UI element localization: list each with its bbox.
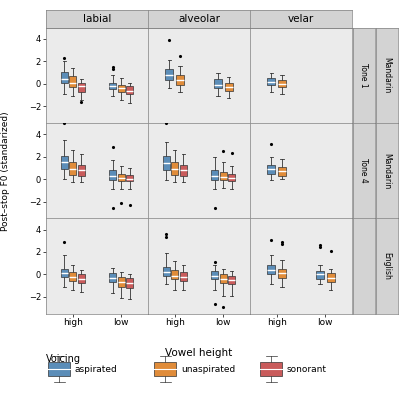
Bar <box>109 273 116 282</box>
Text: Tone 4: Tone 4 <box>359 158 368 183</box>
Bar <box>171 270 178 279</box>
Bar <box>171 162 178 175</box>
Bar <box>126 86 133 94</box>
Bar <box>69 272 76 281</box>
Bar <box>278 81 286 87</box>
Text: unaspirated: unaspirated <box>181 365 235 374</box>
Bar <box>118 85 125 92</box>
Bar <box>163 266 170 276</box>
Bar <box>268 266 275 274</box>
Bar <box>220 274 227 283</box>
Bar <box>180 164 187 176</box>
Text: labial: labial <box>83 14 111 24</box>
Bar <box>78 274 85 283</box>
Bar <box>126 278 133 288</box>
Bar <box>69 162 76 175</box>
Bar <box>180 272 187 281</box>
Bar <box>268 164 275 173</box>
Text: Voicing: Voicing <box>46 354 81 364</box>
Bar <box>61 71 68 83</box>
Bar <box>126 175 133 181</box>
Bar <box>214 79 222 88</box>
Bar <box>118 277 125 287</box>
Bar <box>109 83 116 89</box>
Text: Vowel height: Vowel height <box>165 348 233 358</box>
Bar <box>118 173 125 181</box>
Bar <box>61 156 68 169</box>
Bar <box>176 75 184 85</box>
Bar <box>211 271 218 279</box>
Bar <box>61 269 68 277</box>
Bar <box>109 170 116 180</box>
Bar <box>225 83 232 91</box>
Bar <box>316 271 324 279</box>
Bar <box>163 156 170 170</box>
Text: sonorant: sonorant <box>287 365 327 374</box>
Bar <box>278 269 286 278</box>
Text: Mandarin: Mandarin <box>382 152 391 189</box>
Bar <box>211 170 218 180</box>
Bar <box>78 164 85 176</box>
Bar <box>228 276 235 285</box>
Text: Mandarin: Mandarin <box>382 57 391 94</box>
Bar <box>278 167 286 176</box>
Text: alveolar: alveolar <box>178 14 220 24</box>
Text: velar: velar <box>288 14 314 24</box>
Bar <box>166 69 173 81</box>
Bar <box>228 173 235 181</box>
Bar <box>220 172 227 180</box>
Bar <box>78 83 85 92</box>
Bar <box>327 273 334 282</box>
Bar <box>69 76 76 87</box>
Text: Tone 1: Tone 1 <box>359 63 368 88</box>
Bar <box>268 78 275 85</box>
Text: English: English <box>382 252 391 280</box>
Text: Post–stop F0 (standarized): Post–stop F0 (standarized) <box>2 111 10 231</box>
Text: aspirated: aspirated <box>75 365 118 374</box>
